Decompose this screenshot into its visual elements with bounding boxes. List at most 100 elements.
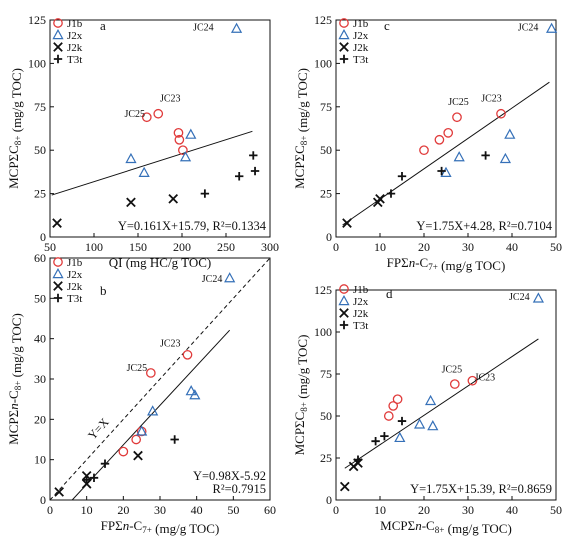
x-tick-label: 60 bbox=[264, 503, 276, 517]
y-axis-label: MCPΣC8+ (mg/g TOC) bbox=[292, 68, 310, 189]
x-tick-label: 250 bbox=[217, 240, 235, 254]
series-J2x bbox=[136, 272, 236, 436]
data-point bbox=[419, 145, 429, 156]
y-axis-label: MCPΣC8+ (mg/g TOC) bbox=[292, 335, 310, 456]
data-point bbox=[380, 431, 389, 441]
data-point bbox=[467, 375, 478, 386]
panel-letter: c bbox=[384, 18, 390, 33]
legend-label: J2k bbox=[353, 42, 369, 54]
x-tick-label: 30 bbox=[154, 503, 166, 517]
data-point bbox=[397, 172, 407, 181]
y-tick-label: 0 bbox=[326, 230, 332, 244]
data-point bbox=[125, 152, 137, 164]
legend-marker bbox=[338, 28, 350, 40]
data-point bbox=[397, 416, 407, 426]
y-tick-label: 20 bbox=[34, 412, 46, 426]
point-annotation: JC25 bbox=[127, 363, 148, 374]
panel-c: 0 10 20 30 40 50 0 25 50 75 100 125 FPΣn-C7+ (mg/g T… bbox=[292, 13, 562, 273]
point-annotation: JC23 bbox=[475, 373, 496, 384]
y-tick-label: 50 bbox=[320, 143, 332, 157]
data-point bbox=[249, 151, 258, 160]
data-point bbox=[147, 405, 159, 416]
data-point bbox=[200, 189, 210, 198]
data-point bbox=[440, 166, 452, 177]
data-point bbox=[427, 420, 439, 431]
legend-label: J2x bbox=[67, 30, 83, 42]
legend-marker bbox=[339, 308, 349, 318]
data-point bbox=[443, 127, 454, 138]
series-J2x bbox=[394, 292, 545, 443]
legend-marker bbox=[338, 294, 350, 306]
data-point bbox=[545, 22, 558, 33]
legend-marker bbox=[52, 28, 64, 40]
data-point bbox=[185, 128, 197, 139]
panel-letter: b bbox=[100, 283, 107, 298]
y-tick-label: 40 bbox=[34, 332, 46, 346]
panel-a: 50 100 150 200 250 300 0 25 50 75 100 125 QI (mg HC/… bbox=[6, 13, 279, 270]
x-axis-label: FPΣn-C7+ (mg/g TOC) bbox=[387, 255, 506, 273]
data-point bbox=[89, 473, 99, 483]
legend-marker bbox=[53, 54, 63, 64]
data-point bbox=[481, 151, 490, 160]
data-point bbox=[413, 418, 426, 429]
y-tick-label: 75 bbox=[320, 100, 332, 114]
data-point bbox=[434, 134, 445, 145]
legend-label: J2k bbox=[67, 281, 83, 293]
data-point bbox=[342, 218, 352, 228]
legend-label: T3t bbox=[67, 293, 82, 305]
legend-label: J2k bbox=[353, 308, 369, 320]
x-tick-label: 20 bbox=[418, 503, 430, 517]
legend-marker bbox=[339, 54, 349, 64]
series-J1b bbox=[383, 375, 478, 421]
legend-label: J2k bbox=[67, 42, 83, 54]
y-tick-label: 50 bbox=[320, 409, 332, 423]
data-point bbox=[504, 128, 516, 139]
y-tick-label: 30 bbox=[34, 372, 46, 386]
y-tick-label: 25 bbox=[320, 187, 332, 201]
data-point bbox=[371, 437, 380, 446]
regression-equation: R²=0.7915 bbox=[212, 482, 266, 496]
x-tick-label: 30 bbox=[462, 240, 474, 254]
x-tick-label: 40 bbox=[506, 240, 518, 254]
y-tick-label: 125 bbox=[28, 13, 46, 27]
point-annotation: JC24 bbox=[202, 274, 223, 285]
y-tick-label: 100 bbox=[28, 56, 46, 70]
x-tick-label: 50 bbox=[550, 503, 562, 517]
legend-label: T3t bbox=[353, 320, 368, 332]
x-tick-label: 150 bbox=[129, 240, 147, 254]
legend-marker bbox=[53, 18, 63, 28]
series-T3t bbox=[200, 151, 260, 198]
panel-letter: a bbox=[100, 18, 106, 33]
series-T3t bbox=[353, 416, 407, 464]
legend-marker bbox=[53, 257, 63, 267]
x-tick-label: 50 bbox=[227, 503, 239, 517]
data-point bbox=[383, 411, 394, 421]
data-point bbox=[375, 193, 385, 204]
y-tick-label: 125 bbox=[314, 13, 332, 27]
data-point bbox=[449, 379, 460, 389]
y-tick-label: 10 bbox=[34, 453, 46, 467]
x-axis-label: FPΣn-C7+ (mg/g TOC) bbox=[101, 518, 220, 536]
legend-label: T3t bbox=[353, 54, 368, 66]
data-point bbox=[388, 401, 399, 411]
x-tick-label: 20 bbox=[418, 240, 430, 254]
y-tick-label: 125 bbox=[314, 283, 332, 297]
plot-frame bbox=[49, 19, 271, 238]
data-point bbox=[141, 112, 152, 123]
x-tick-label: 0 bbox=[333, 503, 339, 517]
point-annotation: JC25 bbox=[124, 109, 145, 120]
y-tick-label: 50 bbox=[34, 143, 46, 157]
data-point bbox=[496, 108, 506, 119]
legend-label: J2x bbox=[67, 269, 83, 281]
panel-d: 0 10 20 30 40 50 0 25 50 75 100 125 MCPΣn-C8+ (mg/g … bbox=[292, 283, 562, 536]
y-tick-label: 100 bbox=[314, 325, 332, 339]
legend-label: J1b bbox=[67, 257, 83, 269]
data-point bbox=[532, 292, 545, 303]
legend-marker bbox=[52, 267, 64, 279]
y-tick-label: 0 bbox=[40, 493, 46, 507]
data-point bbox=[224, 272, 236, 283]
legend-marker bbox=[339, 42, 349, 52]
panel-letter: d bbox=[386, 286, 393, 301]
